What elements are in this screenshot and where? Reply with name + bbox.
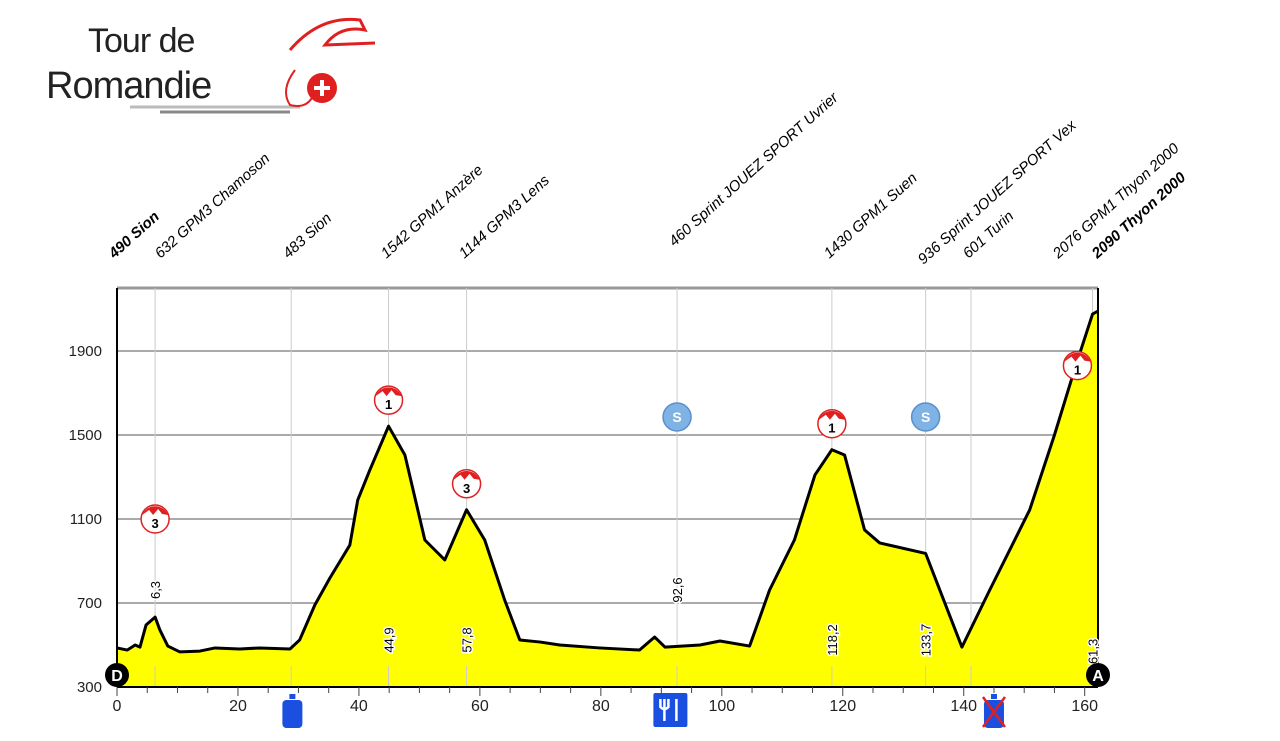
- fork-knife: [659, 699, 678, 721]
- finish-marker: [1086, 663, 1110, 687]
- km-label: 6,3: [148, 581, 163, 599]
- x-tick-label: 0: [113, 698, 122, 715]
- y-tick-label: 700: [77, 595, 102, 612]
- sprint-marker-icon: [910, 402, 941, 432]
- bottle-body: [282, 700, 303, 728]
- km-label: 44,9: [382, 627, 397, 652]
- profile-line: [116, 309, 1099, 654]
- y-tick-label: 1100: [70, 511, 102, 528]
- km-label: 118,2: [825, 624, 840, 656]
- y-tick-label: 300: [77, 679, 102, 696]
- bottle-cap: [289, 694, 296, 699]
- kom-marker-icon: 1: [373, 385, 404, 415]
- kom-category: 1: [385, 397, 392, 412]
- km-label: 57,8: [460, 627, 475, 652]
- x-tick-label: 20: [229, 698, 247, 715]
- kom-category: 3: [463, 481, 470, 496]
- kom-marker-icon: 1: [1062, 350, 1093, 381]
- kom-category: 1: [1074, 363, 1081, 378]
- tour-de-romandie-logo: Tour de Romandie: [46, 17, 376, 114]
- bottle-cap: [990, 694, 997, 699]
- water-bottle-icon: [282, 694, 303, 728]
- kom-marker-icon: 3: [140, 504, 170, 534]
- cross: [981, 696, 1006, 728]
- start-marker: [105, 663, 129, 687]
- kom-category: 1: [828, 421, 835, 436]
- logo-line2: Romandie: [46, 65, 211, 107]
- feed-bg: [653, 693, 688, 727]
- mountain-icon: [1064, 352, 1091, 362]
- logo-line1: Tour de: [88, 22, 194, 60]
- no-bottle-zone-icon: [981, 694, 1006, 728]
- km-label: 133,7: [919, 624, 934, 657]
- kom-marker-icon: 3: [451, 469, 482, 499]
- x-tick-label: 80: [592, 698, 610, 715]
- mountain-icon: [818, 410, 845, 420]
- x-tick-label: 160: [1071, 698, 1098, 715]
- finish-label: A: [1092, 668, 1104, 685]
- x-tick-label: 60: [471, 698, 489, 715]
- kom-category: 3: [151, 516, 158, 531]
- sprint-label: S: [672, 409, 681, 425]
- x-tick-label: 100: [708, 698, 735, 715]
- profile-area: [117, 311, 1098, 687]
- km-label: 92,6: [670, 577, 685, 602]
- sprint-marker-icon: [662, 402, 692, 432]
- y-tick-label: 1500: [69, 427, 102, 444]
- feed-zone-icon: [653, 693, 688, 727]
- x-tick-label: 140: [950, 698, 977, 715]
- sprint-label: S: [921, 409, 930, 425]
- mountain-icon: [375, 387, 402, 397]
- mountain-icon: [453, 470, 480, 480]
- x-tick-label: 120: [829, 698, 856, 715]
- mountain-icon: [142, 506, 169, 515]
- y-tick-label: 1900: [69, 343, 102, 360]
- x-tick-label: 40: [350, 698, 368, 715]
- kom-marker-icon: 1: [817, 408, 847, 439]
- start-label: D: [111, 668, 123, 685]
